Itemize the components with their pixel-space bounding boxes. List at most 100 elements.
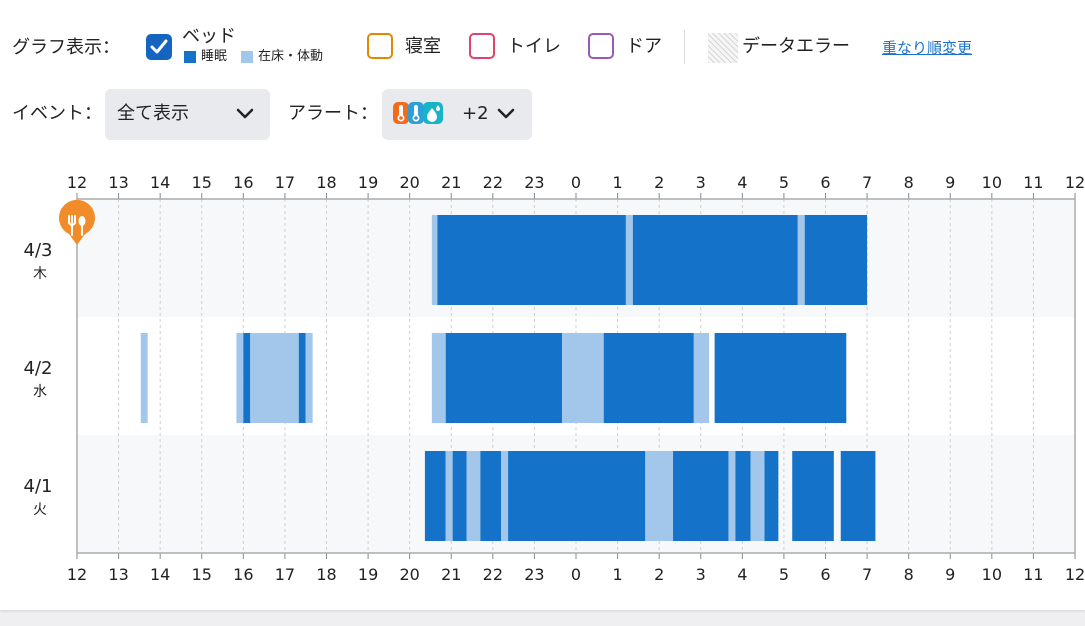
x-tick-label-bottom: 13 — [108, 565, 128, 584]
meal-pin-icon — [58, 199, 95, 245]
in-bed-segment — [728, 451, 736, 541]
x-tick-label-top: 19 — [358, 173, 378, 192]
droplet-icon — [423, 102, 443, 124]
x-tick-label-top: 12 — [1065, 173, 1085, 192]
x-tick-label-top: 4 — [737, 173, 747, 192]
x-tick-label-bottom: 15 — [192, 565, 212, 584]
x-tick-label-top: 22 — [483, 173, 503, 192]
thermometer-icon — [393, 102, 409, 124]
x-tick-label-top: 2 — [654, 173, 664, 192]
in-bed-segment — [645, 451, 674, 541]
x-tick-label-bottom: 6 — [820, 565, 830, 584]
x-tick-label-bottom: 2 — [654, 565, 664, 584]
fork-icon — [68, 215, 76, 236]
in-bed-segment — [797, 215, 805, 305]
toolbar-divider — [684, 30, 685, 64]
x-tick-label-bottom: 16 — [233, 565, 253, 584]
sleep-segment — [840, 451, 876, 541]
sleep-segment — [714, 333, 847, 423]
sleep-segment — [764, 451, 779, 541]
row-weekday-label: 火 — [33, 502, 47, 518]
x-tick-label-bottom: 18 — [316, 565, 336, 584]
sleep-segment — [508, 451, 646, 541]
row-date-label: 4/2 — [24, 358, 53, 379]
data-error-label: データエラー — [742, 36, 850, 57]
x-tick-label-top: 13 — [108, 173, 128, 192]
in-bed-segment — [431, 333, 446, 423]
sleep-segment — [480, 451, 502, 541]
sleep-segment — [632, 215, 798, 305]
x-tick-label-top: 8 — [904, 173, 914, 192]
x-tick-label-bottom: 23 — [524, 565, 544, 584]
x-tick-label-bottom: 5 — [779, 565, 789, 584]
sleep-segment — [735, 451, 751, 541]
spoon-icon — [78, 216, 86, 226]
x-tick-label-bottom: 10 — [982, 565, 1002, 584]
alert-filter-label: アラート： — [288, 103, 378, 124]
bed-label: ベッド — [182, 26, 236, 47]
x-tick-label-bottom: 0 — [571, 565, 581, 584]
event-filter-label: イベント： — [12, 103, 102, 124]
x-tick-label-bottom: 14 — [150, 565, 170, 584]
alert-select[interactable]: +2 — [382, 89, 532, 140]
x-tick-label-top: 7 — [862, 173, 872, 192]
in-bed-segment — [445, 451, 453, 541]
in-bed-segment — [750, 451, 765, 541]
x-tick-label-top: 20 — [399, 173, 419, 192]
sleep-segment — [445, 333, 563, 423]
row-weekday-label: 木 — [33, 266, 47, 282]
x-tick-label-top: 23 — [524, 173, 544, 192]
x-tick-label-bottom: 11 — [1023, 565, 1043, 584]
door-checkbox[interactable] — [588, 33, 614, 59]
x-tick-label-bottom: 9 — [945, 565, 955, 584]
event-select[interactable]: 全て表示 — [105, 89, 270, 140]
x-tick-label-bottom: 21 — [441, 565, 461, 584]
in-bed-segment — [305, 333, 313, 423]
x-tick-label-bottom: 4 — [737, 565, 747, 584]
in-bed-segment — [625, 215, 633, 305]
x-tick-label-top: 14 — [150, 173, 170, 192]
sleep-segment — [804, 215, 868, 305]
toilet-label: トイレ — [507, 36, 561, 57]
x-tick-label-top: 3 — [696, 173, 706, 192]
x-tick-label-top: 6 — [820, 173, 830, 192]
row-date-label: 4/1 — [24, 476, 53, 497]
sleep-timeline-chart: 1212131314141515161617171818191920202121… — [24, 173, 1085, 584]
x-tick-label-top: 15 — [192, 173, 212, 192]
sleep-segment — [603, 333, 694, 423]
in-bed-segment — [693, 333, 710, 423]
alert-more-count: +2 — [462, 103, 489, 124]
bedroom-checkbox[interactable] — [367, 33, 393, 59]
x-tick-label-bottom: 1 — [612, 565, 622, 584]
in-bed-segment — [501, 451, 509, 541]
check-icon — [150, 39, 168, 54]
x-tick-label-top: 17 — [275, 173, 295, 192]
chevron-down-icon — [236, 108, 254, 119]
row-weekday-label: 水 — [33, 384, 47, 400]
in-bed-segment — [466, 451, 481, 541]
chevron-down-icon — [497, 108, 515, 119]
x-tick-label-bottom: 12 — [1065, 565, 1085, 584]
sleep-legend-label: 睡眠 — [201, 49, 228, 64]
in-bed-segment — [250, 333, 299, 423]
sleep-segment — [792, 451, 834, 541]
x-tick-label-top: 10 — [982, 173, 1002, 192]
x-tick-label-top: 12 — [67, 173, 87, 192]
sleep-segment — [437, 215, 626, 305]
toilet-checkbox[interactable] — [469, 33, 495, 59]
x-tick-label-bottom: 22 — [483, 565, 503, 584]
x-tick-label-bottom: 12 — [67, 565, 87, 584]
reorder-link[interactable]: 重なり順変更 — [882, 39, 973, 57]
x-tick-label-top: 5 — [779, 173, 789, 192]
x-tick-label-bottom: 7 — [862, 565, 872, 584]
x-tick-label-bottom: 8 — [904, 565, 914, 584]
door-label: ドア — [626, 36, 662, 57]
sleep-segment — [298, 333, 306, 423]
x-tick-label-bottom: 17 — [275, 565, 295, 584]
event-select-value: 全て表示 — [117, 103, 189, 124]
x-tick-label-top: 9 — [945, 173, 955, 192]
bed-checkbox[interactable] — [146, 34, 172, 60]
graph-display-label: グラフ表示： — [12, 37, 120, 58]
sleep-segment — [243, 333, 251, 423]
in-bed-legend-label: 在床・体動 — [258, 49, 324, 64]
